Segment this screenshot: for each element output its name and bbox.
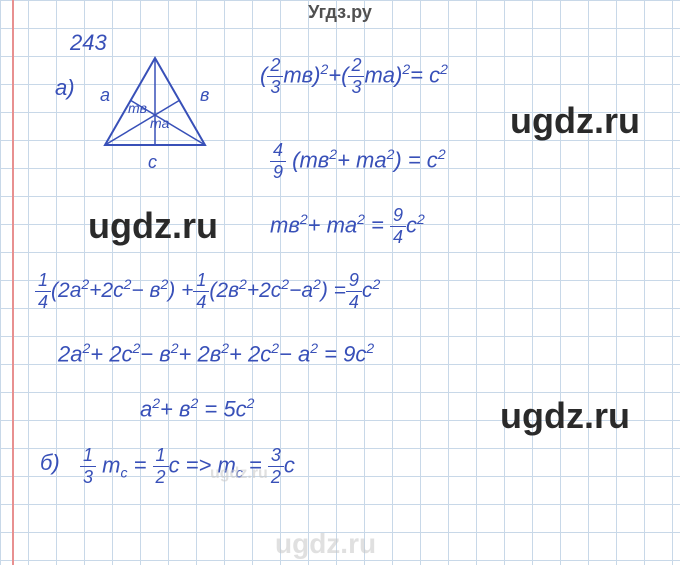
triangle-label-c: c — [148, 152, 157, 173]
equation-1: (23mв)2+(23ma)2= c2 — [260, 55, 448, 98]
watermark-5: ugdz.ru — [275, 528, 376, 560]
triangle-label-a: a — [100, 85, 110, 106]
equation-4: 14(2a2+2c2− в2) +14(2в2+2c2−a2) =94c2 — [35, 270, 380, 313]
equation-6: a2+ в2 = 5c2 — [140, 395, 254, 422]
page-header: Угдз.ру — [308, 2, 372, 23]
watermark-1: ugdz.ru — [510, 100, 640, 142]
watermark-2: ugdz.ru — [88, 205, 218, 247]
triangle-label-mb: mв — [128, 100, 147, 116]
part-b-label: б) — [40, 450, 60, 476]
equation-5: 2a2+ 2c2− в2+ 2в2+ 2c2− a2 = 9c2 — [58, 340, 374, 367]
equation-3: mв2+ ma2 = 94c2 — [270, 205, 425, 248]
triangle-label-ma: ma — [150, 115, 169, 131]
watermark-4: ugdz.ru — [210, 465, 268, 483]
watermark-3: ugdz.ru — [500, 395, 630, 437]
triangle-label-b: в — [200, 85, 209, 106]
page-margin — [0, 0, 14, 565]
part-a-label: a) — [55, 75, 75, 101]
equation-2: 49 (mв2+ ma2) = c2 — [270, 140, 446, 183]
